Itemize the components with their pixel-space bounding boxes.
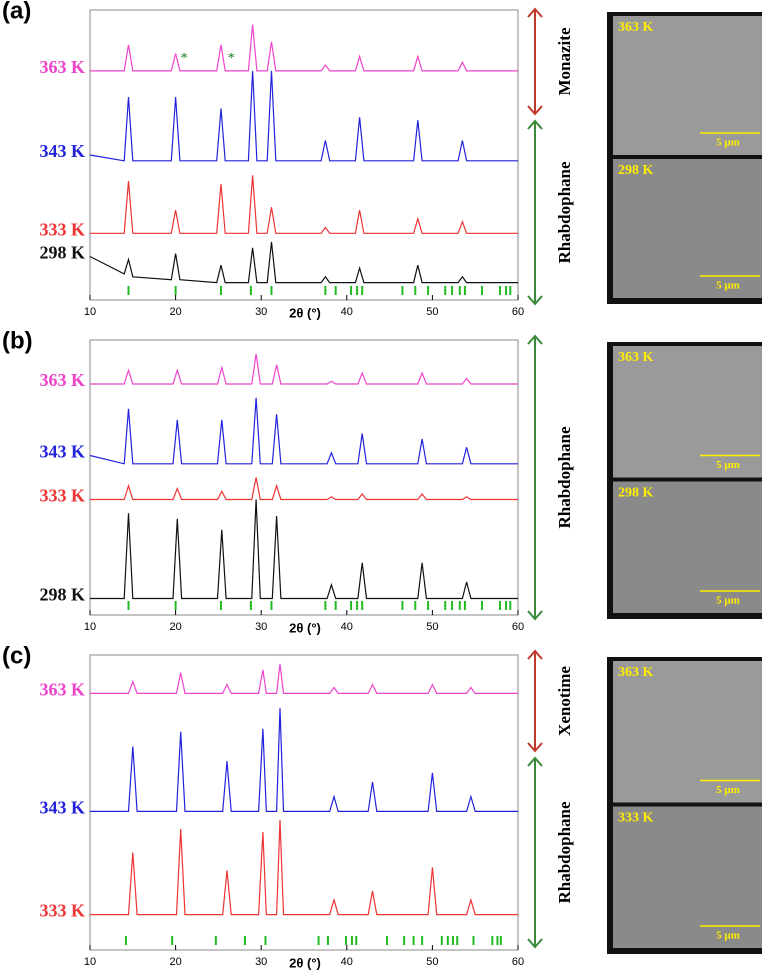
xrd-trace	[90, 175, 518, 234]
x-axis-label: 2θ (°)	[289, 305, 321, 320]
phase-label: Rhabdophane	[555, 426, 574, 529]
sem-image	[613, 16, 762, 155]
x-tick-label: 60	[512, 956, 524, 968]
series-label: 333 K	[39, 219, 85, 239]
scale-label: 5 μm	[716, 784, 740, 796]
x-tick-label: 50	[426, 956, 438, 968]
xrd-trace	[90, 663, 518, 694]
phase-label: Rhabdophane	[555, 801, 574, 904]
x-tick-label: 50	[426, 621, 438, 633]
sem-image	[613, 481, 762, 613]
sem-image	[613, 346, 762, 478]
x-tick-label: 60	[512, 306, 524, 318]
sem-image	[613, 806, 762, 948]
series-label: 343 K	[39, 797, 85, 817]
panel-label: (b)	[2, 327, 33, 354]
xrd-trace	[90, 499, 518, 600]
arrow-head	[527, 649, 543, 753]
image-label: 363 K	[618, 665, 654, 680]
series-label: 363 K	[39, 370, 85, 390]
image-label: 298 K	[618, 486, 654, 501]
xrd-trace	[90, 477, 518, 501]
x-tick-label: 20	[169, 621, 181, 633]
x-tick-label: 40	[341, 956, 353, 968]
annotation: *	[181, 51, 188, 66]
x-tick-label: 10	[84, 306, 96, 318]
scale-label: 5 μm	[716, 137, 740, 149]
x-tick-label: 10	[84, 621, 96, 633]
series-label: 363 K	[39, 57, 85, 77]
image-label: 363 K	[618, 20, 654, 35]
xrd-trace	[90, 820, 518, 916]
scale-label: 5 μm	[716, 930, 740, 942]
arrow-head	[527, 7, 543, 116]
phase-label: Rhabdophane	[555, 161, 574, 264]
plot-frame	[89, 654, 519, 951]
x-tick-label: 40	[341, 306, 353, 318]
series-label: 298 K	[39, 585, 85, 605]
series-label: 333 K	[39, 486, 85, 506]
x-tick-label: 50	[426, 306, 438, 318]
plot-frame	[89, 339, 519, 616]
scale-label: 5 μm	[716, 280, 740, 292]
plot-frame	[89, 9, 519, 301]
series-label: 333 K	[39, 901, 85, 921]
phase-label: Xenotime	[555, 666, 574, 736]
panel-label: (c)	[2, 642, 31, 669]
x-tick-label: 10	[84, 956, 96, 968]
x-axis-label: 2θ (°)	[289, 955, 321, 970]
image-label: 333 K	[618, 811, 654, 826]
xrd-trace	[90, 708, 518, 812]
arrow-head	[527, 756, 543, 949]
x-tick-label: 20	[169, 306, 181, 318]
x-tick-label: 30	[255, 306, 267, 318]
xrd-trace	[90, 24, 518, 72]
panel-label: (a)	[2, 0, 31, 24]
arrow-head	[527, 119, 543, 306]
series-label: 343 K	[39, 141, 85, 161]
series-label: 343 K	[39, 442, 85, 462]
scale-label: 5 μm	[716, 459, 740, 471]
xrd-trace	[89, 70, 518, 162]
xrd-trace	[89, 241, 518, 284]
phase-label: Monazite	[555, 27, 574, 95]
xrd-trace	[89, 397, 518, 465]
series-label: 363 K	[39, 679, 85, 699]
x-tick-label: 40	[341, 621, 353, 633]
image-label: 298 K	[618, 163, 654, 178]
x-tick-label: 20	[169, 956, 181, 968]
sem-image	[613, 159, 762, 298]
x-tick-label: 30	[255, 956, 267, 968]
x-tick-label: 60	[512, 621, 524, 633]
sem-image	[613, 661, 762, 803]
scale-label: 5 μm	[716, 595, 740, 607]
x-tick-label: 30	[255, 621, 267, 633]
x-axis-label: 2θ (°)	[289, 620, 321, 635]
annotation: *	[228, 51, 235, 66]
xrd-trace	[90, 353, 518, 385]
image-label: 363 K	[618, 350, 654, 365]
arrow-head	[527, 334, 543, 621]
series-label: 298 K	[39, 243, 85, 263]
